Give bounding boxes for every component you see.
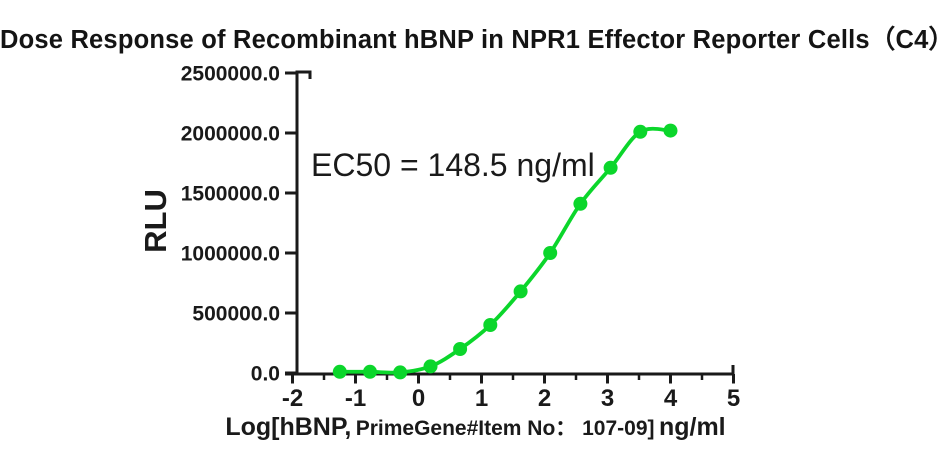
y-tick-label: 1000000.0 (181, 243, 280, 266)
x-tick-label: -2 (282, 385, 303, 412)
data-point (483, 318, 498, 332)
x-tick-label: -1 (345, 385, 366, 412)
chart-title: Dose Response of Recombinant hBNP in NPR… (0, 26, 951, 54)
x-tick-label: 1 (475, 385, 488, 412)
ec50-annotation: EC50 = 148.5 ng/ml (311, 147, 595, 183)
x-axis-title-catalog: PrimeGene#Item No： 107-09] (355, 417, 655, 440)
data-point (332, 364, 347, 379)
tick-layer (285, 71, 735, 384)
x-tick-label: 2 (538, 385, 551, 412)
x-axis-title: Log[hBNP, PrimeGene#Item No： 107-09] ng/… (0, 412, 951, 442)
data-point (423, 359, 438, 374)
data-point (363, 364, 377, 379)
y-axis-line (295, 70, 312, 376)
y-tick-label: 1500000.0 (181, 183, 280, 206)
data-point (663, 123, 678, 138)
x-axis-title-units: ng/ml (658, 413, 726, 441)
data-point (453, 342, 468, 356)
tick-label-layer: 0.0500000.01000000.01500000.02000000.025… (181, 63, 740, 413)
axes-layer (285, 70, 735, 376)
y-tick-label: 0.0 (251, 363, 280, 386)
data-point (633, 124, 648, 139)
data-point (543, 246, 558, 260)
data-point (603, 160, 618, 175)
x-axis-line (285, 365, 735, 376)
x-tick-label: 4 (664, 385, 678, 412)
data-point (393, 365, 408, 380)
x-axis-title-lead: Log[hBNP, (225, 413, 352, 441)
y-tick-label: 2000000.0 (181, 123, 280, 146)
x-tick-label: 0 (412, 385, 425, 412)
y-tick-label: 2500000.0 (181, 63, 280, 86)
data-point-layer (332, 123, 678, 380)
y-axis-title: RLU (138, 189, 173, 253)
y-tick-label: 500000.0 (192, 303, 280, 326)
data-point (513, 284, 528, 299)
x-tick-label: 3 (601, 385, 614, 412)
x-tick-label: 5 (727, 385, 740, 412)
data-point (573, 196, 588, 211)
